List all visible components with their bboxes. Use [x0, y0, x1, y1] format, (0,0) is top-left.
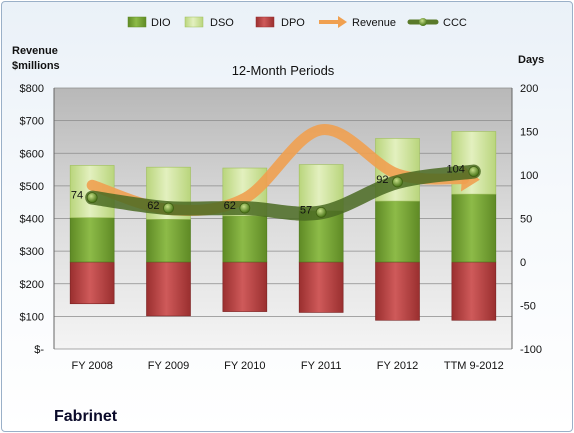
ccc-data-label: 57: [300, 204, 312, 216]
ccc-line: [85, 164, 481, 221]
right-tick-label: -100: [520, 344, 542, 356]
left-tick-label: $500: [20, 181, 44, 193]
x-tick-label: FY 2009: [148, 360, 189, 372]
ccc-data-label: 62: [224, 200, 236, 212]
chart-title: 12-Month Periods: [232, 63, 335, 78]
bar-dpo: [375, 261, 420, 321]
legend-swatch-ccc: [407, 18, 439, 26]
legend-label-dio: DIO: [151, 17, 171, 29]
left-tick-label: $300: [20, 246, 44, 258]
bar-dpo: [69, 261, 115, 305]
ccc-marker: [315, 207, 327, 218]
company-name: Fabrinet: [54, 408, 118, 425]
bar-dpo: [222, 261, 268, 312]
bar-dio: [375, 200, 420, 263]
ccc-marker: [392, 176, 403, 188]
bar-dio: [146, 219, 191, 263]
x-tick-label: FY 2012: [377, 360, 418, 372]
legend-swatch-dio: [127, 16, 147, 28]
series-lines: 74 62 62 57 92 104: [71, 124, 481, 221]
left-tick-label: $600: [20, 148, 44, 160]
right-tick-label: 150: [520, 127, 538, 139]
ccc-marker: [163, 202, 174, 214]
legend-swatch-dso: [184, 16, 204, 28]
right-tick-label: -50: [520, 301, 536, 313]
left-tick-label: $400: [20, 214, 44, 226]
x-tick-label: FY 2010: [224, 360, 265, 372]
ccc-data-label: 74: [71, 190, 83, 202]
legend-swatch-revenue: [319, 16, 347, 28]
left-tick-label: $700: [20, 116, 44, 128]
left-axis-title-line2: $millions: [12, 60, 60, 72]
legend-label-ccc: CCC: [443, 17, 467, 29]
right-axis-title: Days: [518, 54, 544, 66]
bar-dio: [69, 217, 115, 263]
right-tick-label: 50: [520, 214, 532, 226]
ccc-data-label: 104: [446, 164, 464, 176]
ccc-marker: [86, 192, 98, 204]
bar-dio: [451, 193, 497, 263]
legend-label-dso: DSO: [210, 17, 234, 29]
left-axis-title-line1: Revenue: [12, 45, 58, 57]
bar-dpo: [298, 261, 344, 313]
right-tick-label: 200: [520, 83, 538, 95]
x-tick-label: FY 2011: [301, 360, 342, 372]
ccc-marker: [468, 166, 480, 177]
ccc-data-label: 62: [147, 200, 159, 212]
legend-swatch-dpo: [255, 16, 275, 28]
bar-dio: [222, 215, 268, 263]
left-tick-label: $-: [34, 344, 44, 356]
bar-dpo: [451, 261, 497, 321]
right-tick-label: 0: [520, 257, 526, 269]
x-tick-label: FY 2008: [71, 360, 112, 372]
legend-label-revenue: Revenue: [352, 17, 396, 29]
left-tick-label: $800: [20, 83, 44, 95]
legend: DIO DSO DPO Revenue CCC: [127, 16, 467, 29]
ccc-data-label: 92: [376, 174, 388, 186]
right-tick-label: 100: [520, 170, 538, 182]
left-tick-label: $200: [20, 279, 44, 291]
ccc-marker: [239, 202, 251, 214]
bar-dpo: [146, 261, 191, 317]
x-tick-label: TTM 9-2012: [444, 360, 504, 372]
axis-ticks: $- $100 $200 $300 $400 $500 $600 $700 $800 -100 -5…: [20, 83, 543, 372]
left-tick-label: $100: [20, 311, 44, 323]
legend-label-dpo: DPO: [281, 17, 305, 29]
